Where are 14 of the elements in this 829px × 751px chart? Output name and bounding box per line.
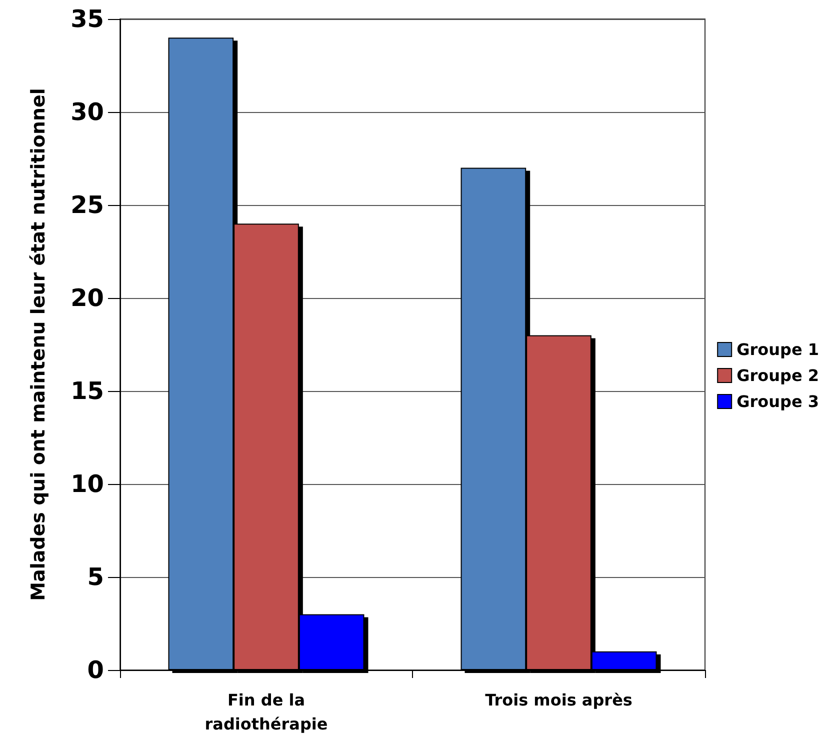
- y-tick-label: 5: [87, 563, 104, 591]
- y-tick-label: 0: [87, 656, 104, 684]
- y-axis-title: Malades qui ont maintenu leur état nutritionnel: [28, 88, 50, 601]
- y-tick-label: 30: [70, 98, 104, 126]
- legend-label: Groupe 2: [736, 366, 820, 385]
- x-tick-label: Trois mois après: [485, 690, 632, 710]
- legend-label: Groupe 1: [736, 340, 820, 359]
- y-tick-label: 20: [70, 284, 104, 312]
- y-tick-label: 15: [70, 377, 104, 405]
- legend-label: Groupe 3: [736, 392, 820, 411]
- y-tick-label: 25: [70, 191, 104, 219]
- y-tick-label: 10: [70, 470, 104, 498]
- x-tick-label: Fin de la radiothérapie: [204, 690, 328, 734]
- y-tick-label: 35: [70, 5, 104, 33]
